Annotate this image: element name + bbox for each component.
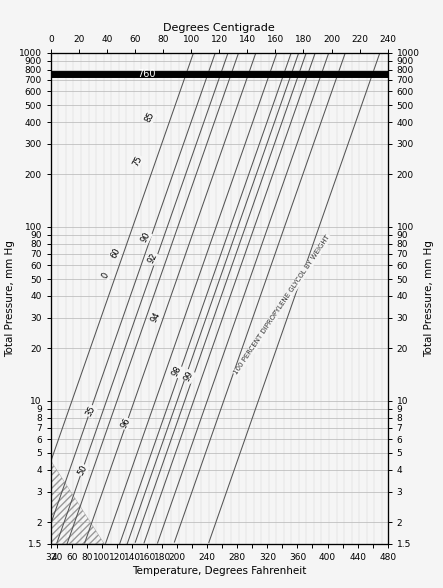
Text: 0: 0 <box>101 271 111 280</box>
Text: 99: 99 <box>183 370 196 383</box>
Text: 100 PERCENT DIPROPYLENE GLYCOL BY WEIGHT: 100 PERCENT DIPROPYLENE GLYCOL BY WEIGHT <box>233 234 331 376</box>
Text: 90: 90 <box>139 230 152 244</box>
Text: 92: 92 <box>146 251 159 265</box>
Text: 60: 60 <box>109 246 122 260</box>
Text: 35: 35 <box>84 405 97 418</box>
Text: 94: 94 <box>150 310 163 324</box>
X-axis label: Degrees Centigrade: Degrees Centigrade <box>163 23 275 33</box>
X-axis label: Temperature, Degrees Fahrenheit: Temperature, Degrees Fahrenheit <box>132 566 307 576</box>
Text: 96: 96 <box>119 416 132 430</box>
Text: 760: 760 <box>138 69 156 79</box>
Text: 98: 98 <box>171 365 184 378</box>
Text: 75: 75 <box>131 154 144 168</box>
Text: 50: 50 <box>76 463 89 477</box>
Y-axis label: Total Pressure, mm Hg: Total Pressure, mm Hg <box>424 240 434 357</box>
Text: 85: 85 <box>144 111 157 124</box>
Y-axis label: Total Pressure, mm Hg: Total Pressure, mm Hg <box>5 240 15 357</box>
